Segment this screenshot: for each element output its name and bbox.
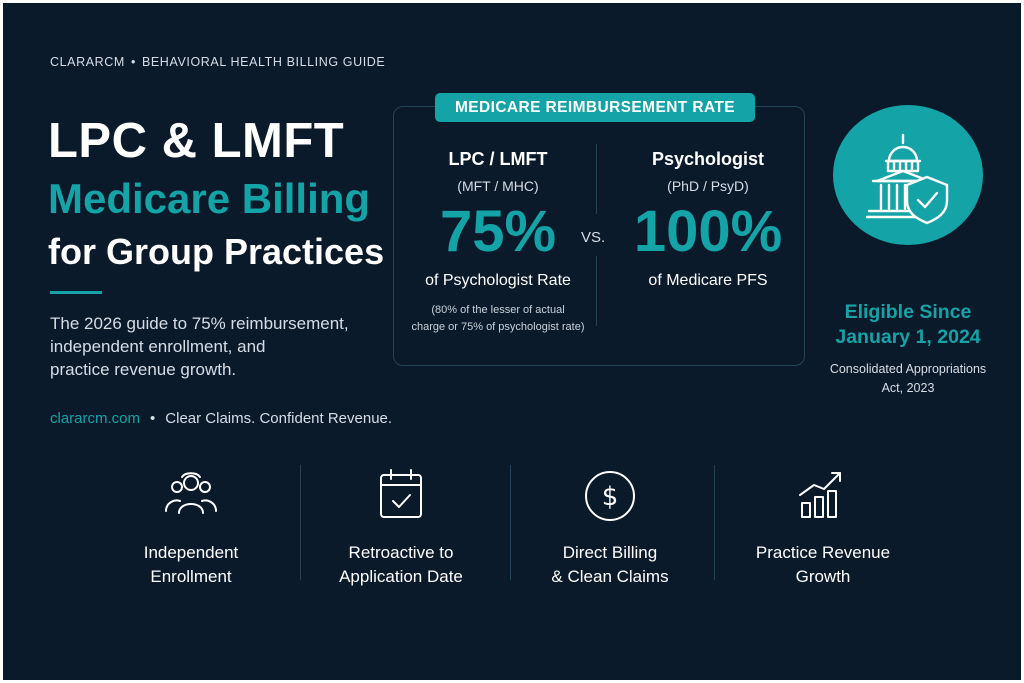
guide-label: BEHAVIORAL HEALTH BILLING GUIDE <box>141 55 386 69</box>
feature-label: Direct Billing & Clean Claims <box>510 541 710 589</box>
eligibility-act: Consolidated Appropriations Act, 2023 <box>813 360 1003 398</box>
feature-label-line-2: & Clean Claims <box>551 567 669 586</box>
rate-box-header: MEDICARE REIMBURSEMENT RATE <box>435 93 755 122</box>
feature-independent-enrollment: Independent Enrollment <box>91 465 291 589</box>
feature-retroactive: Retroactive to Application Date <box>301 465 501 589</box>
lpc-rate-basis: of Psychologist Rate <box>425 272 571 289</box>
psychologist-rate-basis: of Medicare PFS <box>648 272 768 289</box>
tagline: Clear Claims. Confident Revenue. <box>165 410 393 427</box>
header-kicker: CLARARCM • BEHAVIORAL HEALTH BILLING GUIDE <box>50 55 385 69</box>
lpc-rate: 75% <box>439 199 557 264</box>
act-line-2: Act, 2023 <box>881 381 935 395</box>
title-line-3: for Group Practices <box>48 231 385 272</box>
feature-label: Independent Enrollment <box>91 541 291 589</box>
feature-label-line-2: Growth <box>795 567 851 586</box>
feature-label: Practice Revenue Growth <box>723 541 923 589</box>
infographic-frame: CLARARCM • BEHAVIORAL HEALTH BILLING GUIDE… <box>3 3 1021 680</box>
eligible-date: January 1, 2024 <box>835 326 981 348</box>
eligible-line-1: Eligible Since <box>844 301 972 323</box>
capitol-shield-icon <box>865 133 949 225</box>
lpc-role: LPC / LMFT <box>448 149 548 169</box>
subtitle-line-2: independent enrollment, and <box>50 337 266 356</box>
subtitle-line-1: The 2026 guide to 75% reimbursement, <box>50 314 349 333</box>
accent-rule <box>50 291 102 294</box>
psychologist-sub: (PhD / PsyD) <box>667 178 749 194</box>
footer-line: clararcm.com • Clear Claims. Confident Rev… <box>50 410 392 427</box>
subtitle: The 2026 guide to 75% reimbursement, ind… <box>50 312 370 381</box>
feature-label-line-1: Direct Billing <box>562 543 658 562</box>
kicker-separator: • <box>130 55 136 69</box>
footer-separator: • <box>150 410 156 427</box>
title-line-1: LPC & LMFT <box>48 114 345 168</box>
feature-direct-billing: $ Direct Billing & Clean Claims <box>510 465 710 589</box>
vs-divider-top <box>596 144 597 214</box>
calendar-check-icon <box>380 469 422 518</box>
brand-name: CLARARCM <box>50 55 125 69</box>
lpc-rate-note: (80% of the lesser of actual charge or 7… <box>398 302 598 336</box>
growth-chart-icon <box>799 472 841 518</box>
act-line-1: Consolidated Appropriations <box>829 362 987 376</box>
vs-divider-bottom <box>596 256 597 326</box>
feature-divider <box>714 465 715 580</box>
feature-label: Retroactive to Application Date <box>301 541 501 589</box>
lpc-column: LPC / LMFT (MFT / MHC) 75% of Psychologi… <box>398 149 598 336</box>
dollar-circle-icon: $ <box>585 471 635 521</box>
lpc-note-line-1: (80% of the lesser of actual <box>431 304 565 316</box>
group-people-icon <box>165 472 217 514</box>
title-line-2: Medicare Billing <box>48 175 371 222</box>
lpc-sub: (MFT / MHC) <box>457 178 539 194</box>
feature-divider <box>510 465 511 580</box>
psychologist-rate: 100% <box>633 199 783 264</box>
feature-label-line-1: Retroactive to <box>348 543 454 562</box>
subtitle-line-3: practice revenue growth. <box>50 360 237 379</box>
feature-label-line-1: Independent <box>143 543 239 562</box>
vs-label: VS. <box>581 229 606 246</box>
feature-divider <box>300 465 301 580</box>
svg-text:$: $ <box>602 482 619 512</box>
feature-label-line-2: Application Date <box>339 567 463 586</box>
psychologist-role: Psychologist <box>651 149 765 169</box>
lpc-note-line-2: charge or 75% of psychologist rate) <box>411 321 585 333</box>
psychologist-column: Psychologist (PhD / PsyD) 100% of Medica… <box>613 149 803 290</box>
capitol-shield-badge <box>833 105 983 245</box>
feature-revenue-growth: Practice Revenue Growth <box>723 465 923 589</box>
site-link[interactable]: clararcm.com <box>50 410 141 427</box>
eligibility-heading: Eligible Since January 1, 2024 <box>813 300 1003 350</box>
feature-label-line-2: Enrollment <box>150 567 232 586</box>
feature-label-line-1: Practice Revenue <box>755 543 891 562</box>
